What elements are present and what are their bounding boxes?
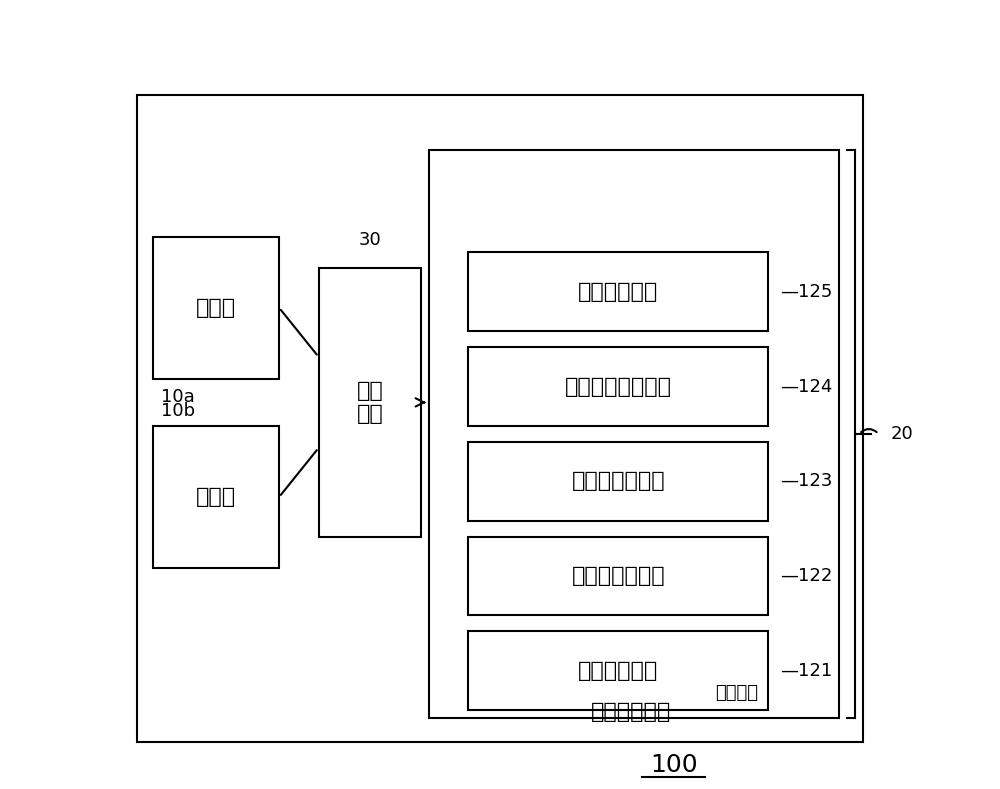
Text: 30: 30	[358, 230, 381, 249]
FancyBboxPatch shape	[429, 150, 839, 718]
Text: 主镈头: 主镈头	[196, 487, 236, 507]
Text: 处理
单元: 处理 单元	[356, 381, 383, 424]
Text: —123: —123	[780, 473, 832, 490]
Text: 图像缩放变形模块: 图像缩放变形模块	[565, 376, 672, 397]
FancyBboxPatch shape	[468, 631, 768, 710]
FancyBboxPatch shape	[153, 237, 279, 379]
FancyBboxPatch shape	[468, 347, 768, 426]
FancyBboxPatch shape	[468, 537, 768, 615]
FancyBboxPatch shape	[468, 442, 768, 521]
Text: 10a: 10a	[161, 388, 194, 406]
FancyBboxPatch shape	[468, 252, 768, 331]
Text: —125: —125	[780, 283, 832, 301]
Text: —124: —124	[780, 378, 832, 395]
Text: 存储单元: 存储单元	[715, 684, 758, 702]
Text: 图像获取模块: 图像获取模块	[578, 660, 658, 681]
FancyBboxPatch shape	[153, 426, 279, 568]
Text: 图像前处理模块: 图像前处理模块	[572, 566, 665, 586]
Text: 特征点分析模块: 特征点分析模块	[572, 471, 665, 492]
Text: 100: 100	[650, 753, 697, 777]
Text: 图像获取装置: 图像获取装置	[591, 702, 671, 722]
FancyBboxPatch shape	[319, 268, 421, 537]
Text: 20: 20	[891, 425, 913, 443]
Text: —122: —122	[780, 567, 832, 585]
Text: 副镈头: 副镈头	[196, 297, 236, 318]
Text: 图像融合模块: 图像融合模块	[578, 282, 658, 302]
Text: 10b: 10b	[161, 402, 195, 421]
Text: —121: —121	[780, 662, 832, 679]
FancyBboxPatch shape	[137, 95, 863, 742]
